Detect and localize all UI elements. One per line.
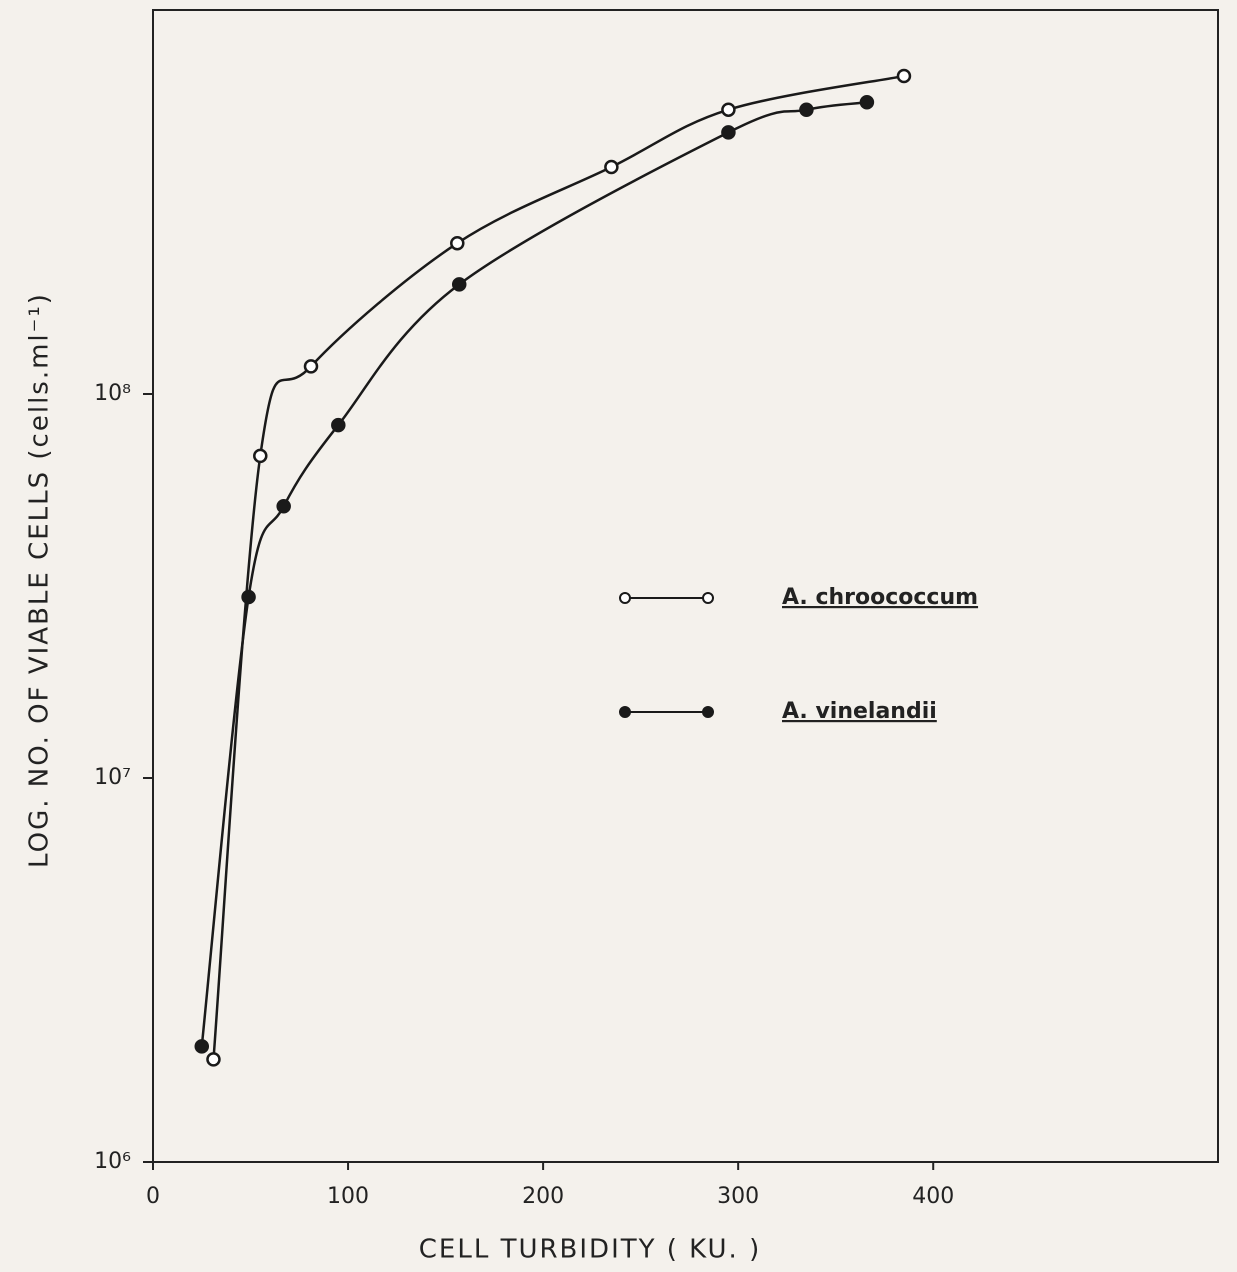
data-point [276, 499, 291, 514]
data-point [721, 125, 736, 140]
plot-frame [152, 9, 1219, 1163]
y-tick-label: 10⁶ [94, 1149, 131, 1174]
x-axis-title: CELL TURBIDITY ( KU. ) [419, 1235, 761, 1265]
data-point [896, 68, 912, 84]
data-point [799, 102, 814, 117]
x-tick-label: 100 [327, 1184, 369, 1209]
legend-marker [702, 706, 714, 718]
data-point [303, 359, 319, 374]
legend-label: A. chroococcum [782, 585, 978, 610]
y-tick-label: 10⁸ [94, 381, 131, 406]
data-point [206, 1052, 221, 1067]
legend-label: A. vinelandii [782, 699, 937, 724]
x-tick-label: 200 [522, 1184, 564, 1209]
data-point [331, 417, 346, 433]
series-line [212, 74, 905, 1060]
legend-marker [702, 592, 714, 604]
x-tick-label: 400 [912, 1184, 954, 1209]
data-point [451, 277, 467, 292]
x-tick-label: 0 [146, 1184, 160, 1209]
data-point [253, 448, 268, 464]
data-point [721, 102, 736, 117]
legend-marker [619, 706, 631, 718]
data-point [604, 159, 619, 175]
data-point [859, 95, 875, 110]
data-point [241, 589, 256, 605]
legend-marker [619, 592, 631, 604]
y-tick-label: 10⁷ [94, 765, 131, 790]
data-point [194, 1039, 210, 1054]
y-axis-title: LOG. NO. OF VIABLE CELLS (cells.ml⁻¹) [25, 292, 55, 868]
data-point [450, 235, 465, 251]
x-tick-label: 300 [717, 1184, 759, 1209]
series-line [200, 101, 868, 1047]
